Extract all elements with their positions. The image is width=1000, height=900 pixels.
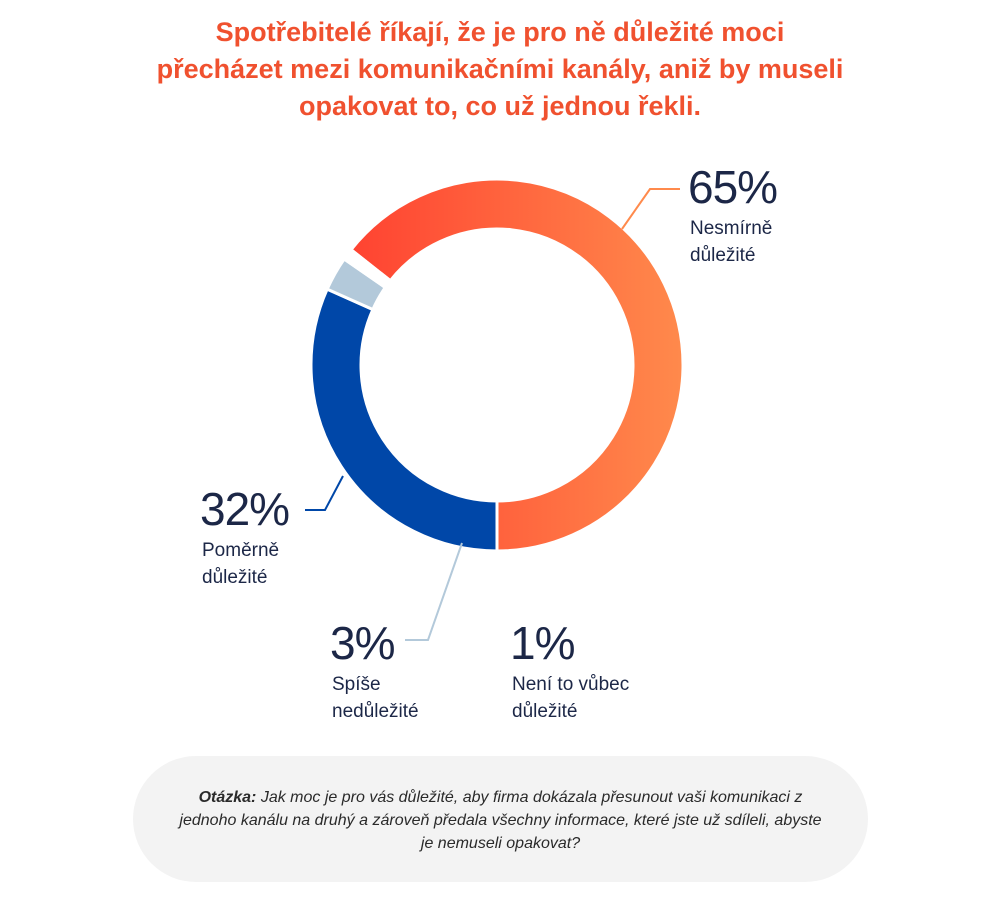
question-body: Jak moc je pro vás důležité, aby firma d…	[179, 789, 822, 852]
question-box: Otázka: Jak moc je pro vás důležité, aby…	[133, 756, 868, 882]
page-title: Spotřebitelé říkají, že je pro ně důleži…	[156, 17, 844, 121]
legend-label-neni-line2: důležité	[512, 701, 578, 722]
donut-chart: 65% Nesmírně důležité 32% Poměrně důleži…	[200, 161, 778, 722]
donut-chart-svg	[305, 177, 685, 641]
data-label-nesmirne-dulezite: 65%	[688, 161, 778, 213]
slice-pomerne-dulezite	[309, 287, 499, 553]
legend-label-spise-line1: Spíše	[332, 674, 381, 695]
data-label-pomerne-dulezite: 32%	[200, 483, 290, 535]
leader-line-spise	[405, 542, 463, 641]
legend-label-nesmirne-line1: Nesmírně	[690, 218, 773, 239]
slice-neni-dulezite	[342, 247, 393, 290]
question-text: Otázka: Jak moc je pro vás důležité, aby…	[173, 786, 828, 855]
question-label: Otázka:	[198, 789, 257, 806]
legend-label-pomerne-line1: Poměrně	[202, 540, 280, 561]
data-label-spise-nedulezite: 3%	[330, 617, 395, 669]
leader-line-nesmirne	[621, 188, 680, 230]
data-label-neni-dulezite: 1%	[510, 617, 575, 669]
legend-label-pomerne-line2: důležité	[202, 567, 268, 588]
legend-label-spise-line2: nedůležité	[332, 701, 419, 722]
slice-nesmirne-dulezite	[348, 177, 685, 553]
leader-line-pomerne	[305, 475, 344, 511]
legend-label-nesmirne-line2: důležité	[690, 245, 756, 266]
legend-label-neni-line1: Není to vůbec	[512, 674, 630, 695]
